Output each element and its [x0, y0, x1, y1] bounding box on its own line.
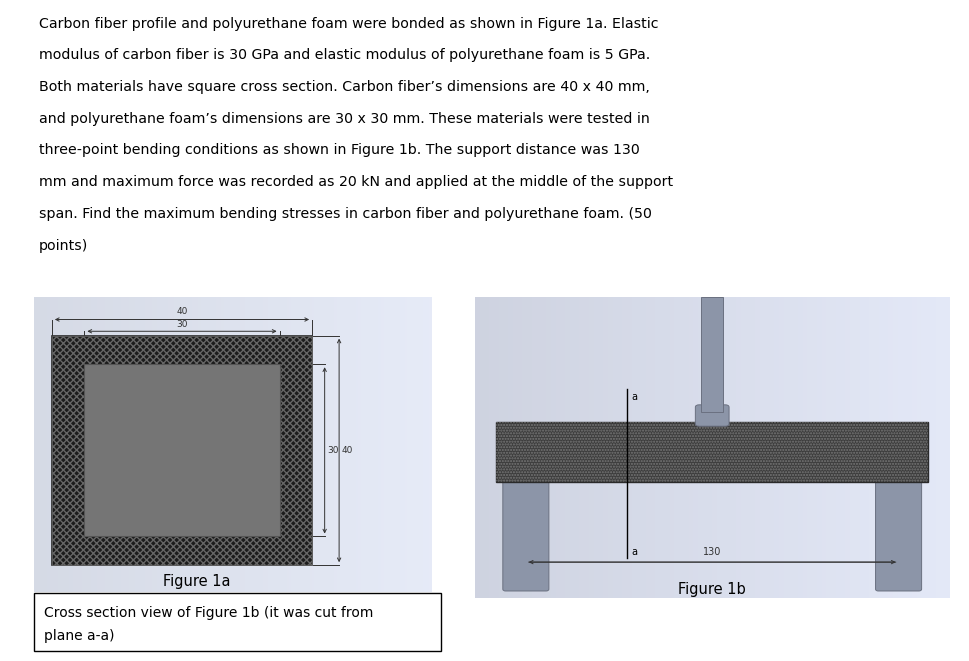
Text: three-point bending conditions as shown in Figure 1b. The support distance was 1: three-point bending conditions as shown … [39, 143, 640, 157]
Text: plane a-a): plane a-a) [45, 629, 114, 643]
Text: 40: 40 [176, 307, 188, 316]
Text: Cross section view of Figure 1b (it was cut from: Cross section view of Figure 1b (it was … [45, 605, 373, 620]
Text: 30: 30 [176, 320, 188, 329]
Text: mm and maximum force was recorded as 20 kN and applied at the middle of the supp: mm and maximum force was recorded as 20 … [39, 175, 672, 189]
Text: and polyurethane foam’s dimensions are 30 x 30 mm. These materials were tested i: and polyurethane foam’s dimensions are 3… [39, 112, 649, 126]
Text: modulus of carbon fiber is 30 GPa and elastic modulus of polyurethane foam is 5 : modulus of carbon fiber is 30 GPa and el… [39, 48, 650, 62]
FancyBboxPatch shape [876, 473, 922, 591]
Text: points): points) [39, 239, 88, 253]
Bar [701, 297, 724, 412]
Bar [84, 364, 279, 537]
Text: span. Find the maximum bending stresses in carbon fiber and polyurethane foam. (: span. Find the maximum bending stresses … [39, 207, 651, 221]
Text: 130: 130 [703, 547, 721, 557]
Bar [52, 336, 312, 565]
FancyBboxPatch shape [503, 473, 548, 591]
Text: a: a [632, 392, 638, 402]
Bar [496, 422, 928, 483]
Text: Figure 1a: Figure 1a [163, 574, 231, 589]
Text: a: a [632, 547, 638, 557]
Text: 40: 40 [342, 446, 354, 455]
Text: Figure 1b: Figure 1b [678, 582, 746, 597]
Bar [496, 422, 928, 483]
Bar [52, 336, 312, 565]
Text: Carbon fiber profile and polyurethane foam were bonded as shown in Figure 1a. El: Carbon fiber profile and polyurethane fo… [39, 17, 658, 30]
FancyBboxPatch shape [696, 405, 729, 426]
Text: 30: 30 [328, 446, 339, 455]
Text: Both materials have square cross section. Carbon fiber’s dimensions are 40 x 40 : Both materials have square cross section… [39, 80, 649, 94]
